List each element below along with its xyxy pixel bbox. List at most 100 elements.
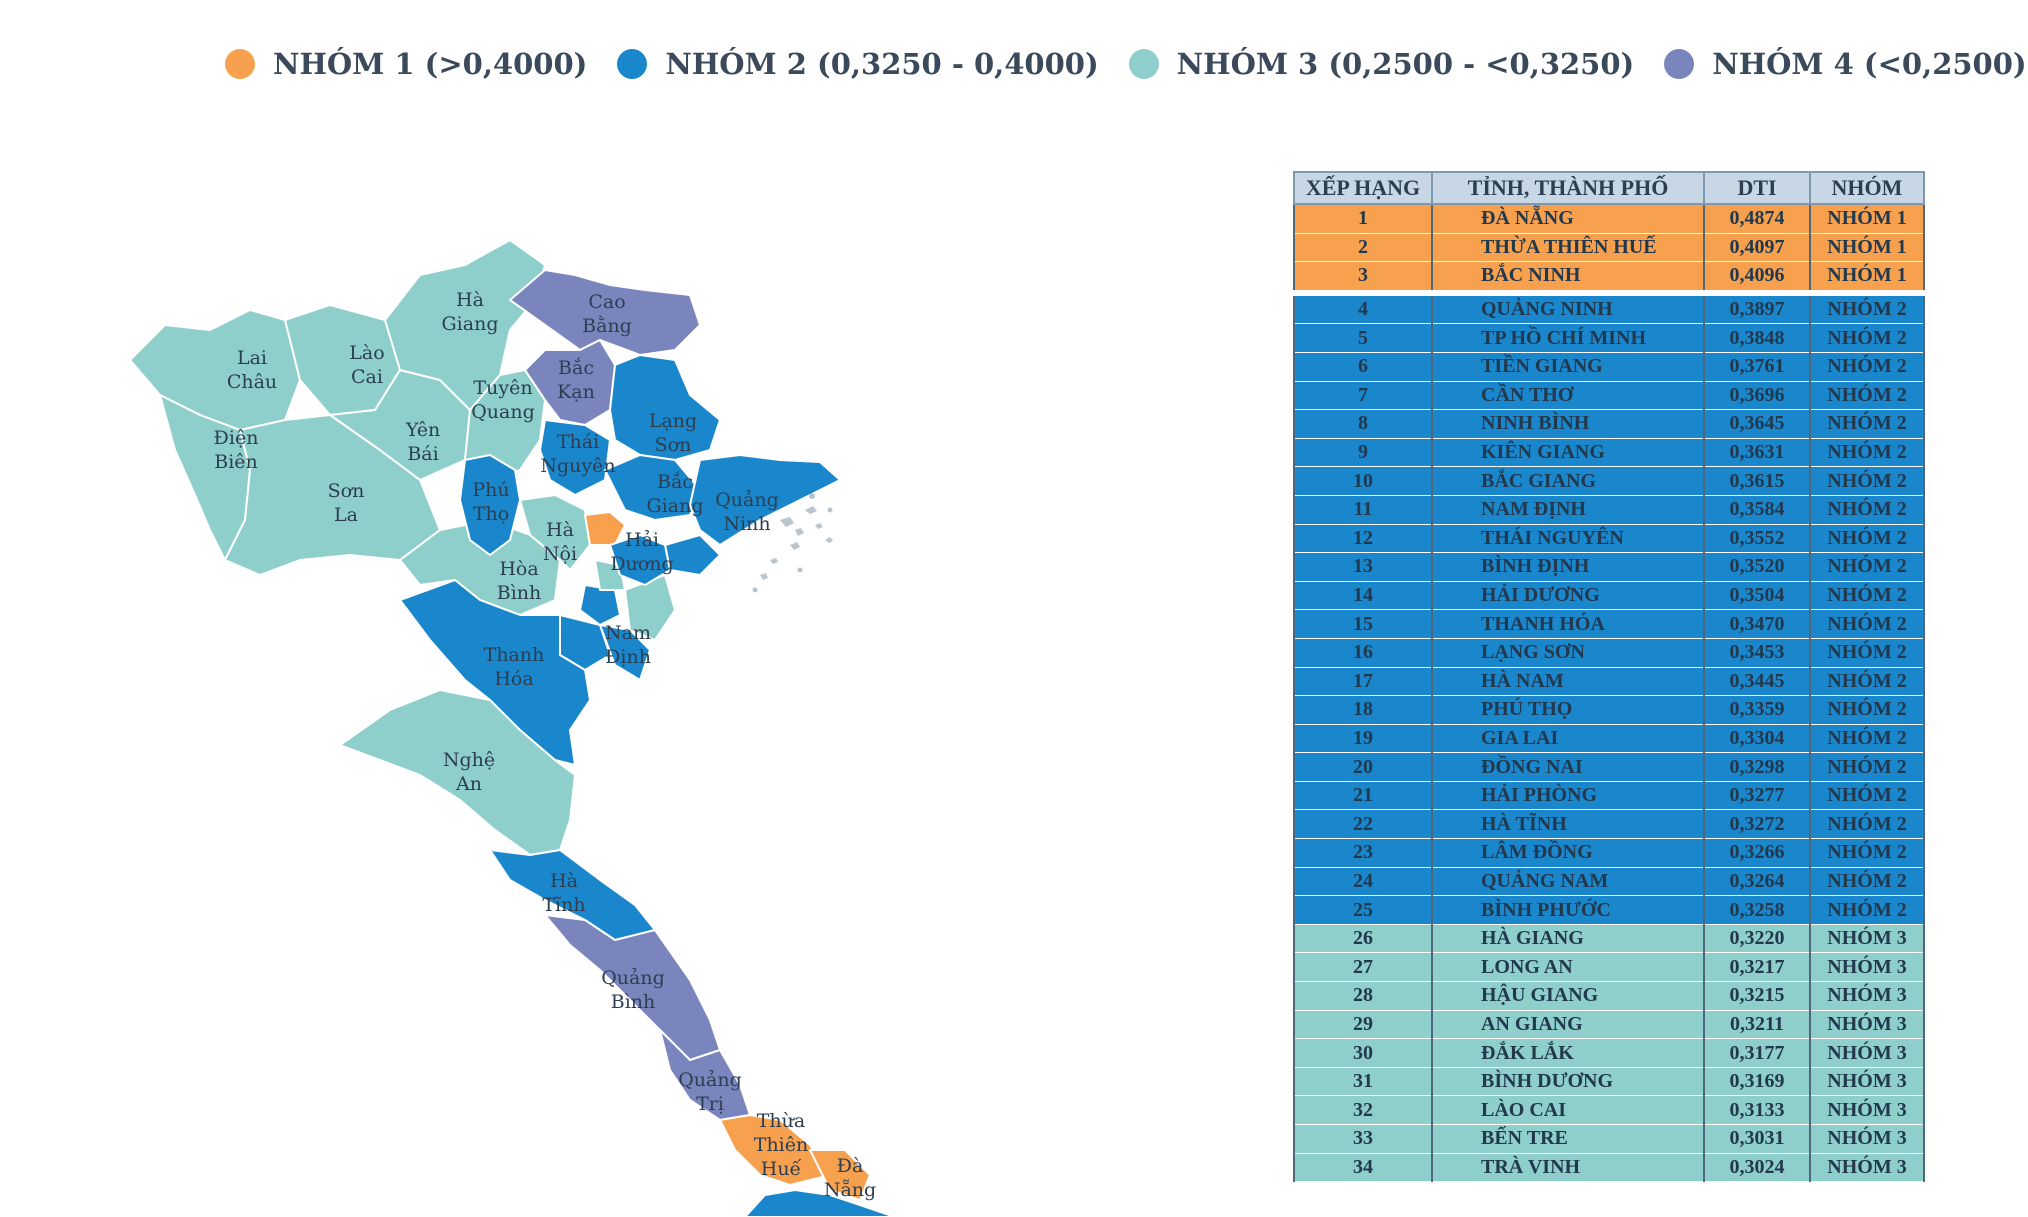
cell-province: BẾN TRE [1431,1124,1705,1154]
map-label-lai-chau: Lai Châu [226,347,278,393]
cell-province: TP HỒ CHÍ MINH [1431,323,1705,353]
cell-group: NHÓM 2 [1809,667,1925,697]
cell-dti: 0,3024 [1703,1153,1811,1183]
cell-group: NHÓM 1 [1809,204,1925,234]
table-row: 24 QUẢNG NAM 0,3264 NHÓM 2 [1293,867,1925,897]
cell-province: HÀ NAM [1431,667,1705,697]
cell-group: NHÓM 2 [1809,867,1925,897]
cell-province: AN GIANG [1431,1010,1705,1040]
dti-ranking-table: XẾP HẠNG TỈNH, THÀNH PHỐ DTI NHÓM 1 ĐÀ NẴ… [1293,171,1925,1183]
map-label-hoa-binh: Hòa Bình [496,558,542,604]
cell-group: NHÓM 2 [1809,695,1925,725]
cell-rank: 11 [1293,495,1433,525]
map-label-ha-giang: Hà Giang [441,289,499,335]
cell-province: LÀO CAI [1431,1095,1705,1125]
region-ha-noi [519,494,591,571]
cell-province: BÌNH PHƯỚC [1431,895,1705,925]
cell-group: NHÓM 3 [1809,1038,1925,1068]
table-row: 20 ĐỒNG NAI 0,3298 NHÓM 2 [1293,752,1925,782]
legend-item: NHÓM 4 (<0,2500) [1664,47,2027,81]
cell-group: NHÓM 3 [1809,981,1925,1011]
cell-group: NHÓM 2 [1809,438,1925,468]
table-row: 7 CẦN THƠ 0,3696 NHÓM 2 [1293,381,1925,411]
cell-group: NHÓM 2 [1809,524,1925,554]
cell-province: BÌNH ĐỊNH [1431,552,1705,582]
cell-province: NAM ĐỊNH [1431,495,1705,525]
table-row: 33 BẾN TRE 0,3031 NHÓM 3 [1293,1124,1925,1154]
cell-dti: 0,3520 [1703,552,1811,582]
table-row: 32 LÀO CAI 0,3133 NHÓM 3 [1293,1095,1925,1125]
cell-group: NHÓM 2 [1809,724,1925,754]
cell-province: ĐỒNG NAI [1431,752,1705,782]
table-row: 3 BẮC NINH 0,4096 NHÓM 1 [1293,261,1925,294]
cell-province: NINH BÌNH [1431,409,1705,439]
cell-dti: 0,3177 [1703,1038,1811,1068]
cell-group: NHÓM 2 [1809,581,1925,611]
cell-group: NHÓM 2 [1809,409,1925,439]
legend: NHÓM 1 (>0,4000) NHÓM 2 (0,3250 - 0,4000)… [225,38,2028,90]
cell-dti: 0,3211 [1703,1010,1811,1040]
cell-province: QUẢNG NAM [1431,867,1705,897]
legend-label: NHÓM 2 (0,3250 - 0,4000) [665,47,1099,81]
table-row: 22 HÀ TĨNH 0,3272 NHÓM 2 [1293,809,1925,840]
cell-rank: 6 [1293,352,1433,382]
cell-dti: 0,3215 [1703,981,1811,1011]
map-label-quang-tri: Quảng Trị [678,1069,742,1115]
cell-group: NHÓM 3 [1809,924,1925,954]
cell-province: ĐÀ NẴNG [1431,204,1705,234]
legend-item: NHÓM 1 (>0,4000) [225,47,587,81]
cell-rank: 3 [1293,261,1433,294]
cell-rank: 4 [1293,289,1433,325]
cell-rank: 15 [1293,609,1433,639]
table-row: 15 THANH HÓA 0,3470 NHÓM 2 [1293,609,1925,639]
cell-group: NHÓM 3 [1809,952,1925,983]
cell-rank: 32 [1293,1095,1433,1125]
cell-group: NHÓM 2 [1809,895,1925,925]
cell-province: TRÀ VINH [1431,1153,1705,1183]
cell-rank: 2 [1293,233,1433,263]
map-label-phu-tho: Phú Thọ [472,479,510,525]
cell-group: NHÓM 2 [1809,495,1925,525]
cell-dti: 0,3584 [1703,495,1811,525]
table-row: 34 TRÀ VINH 0,3024 NHÓM 3 [1293,1153,1925,1183]
cell-province: THỪA THIÊN HUẾ [1431,233,1705,263]
cell-dti: 0,3696 [1703,381,1811,411]
legend-item: NHÓM 3 (0,2500 - <0,3250) [1128,47,1634,81]
map-label-da-nang: Đà Nẵng [823,1155,877,1201]
map-label-bac-giang: Bắc Giang [646,471,704,517]
cell-rank: 14 [1293,581,1433,611]
cell-group: NHÓM 2 [1809,352,1925,382]
cell-rank: 24 [1293,867,1433,897]
table-row: 9 KIÊN GIANG 0,3631 NHÓM 2 [1293,438,1925,468]
table-row: 18 PHÚ THỌ 0,3359 NHÓM 2 [1293,695,1925,725]
map-label-nghe-an: Nghệ An [442,749,496,795]
table-row: 11 NAM ĐỊNH 0,3584 NHÓM 2 [1293,495,1925,525]
islands [752,493,833,593]
cell-rank: 23 [1293,838,1433,868]
table-row: 28 HẬU GIANG 0,3215 NHÓM 3 [1293,981,1925,1011]
region-nam-dinh [599,624,651,681]
cell-dti: 0,3615 [1703,466,1811,496]
cell-province: LONG AN [1431,952,1705,983]
cell-group: NHÓM 3 [1809,1095,1925,1125]
cell-dti: 0,3761 [1703,352,1811,382]
cell-rank: 1 [1293,204,1433,234]
cell-dti: 0,3897 [1703,289,1811,325]
cell-dti: 0,4096 [1703,261,1811,294]
cell-dti: 0,3453 [1703,638,1811,668]
map-label-quang-ninh: Quảng Ninh [715,489,779,535]
cell-rank: 30 [1293,1038,1433,1068]
table-row: 2 THỪA THIÊN HUẾ 0,4097 NHÓM 1 [1293,233,1925,263]
cell-group: NHÓM 2 [1809,809,1925,840]
region-nghe-an [339,689,576,856]
cell-rank: 34 [1293,1153,1433,1183]
cell-group: NHÓM 2 [1809,552,1925,582]
cell-dti: 0,3645 [1703,409,1811,439]
map-label-nam-dinh: Nam Định [605,622,651,668]
table-row: 29 AN GIANG 0,3211 NHÓM 3 [1293,1010,1925,1040]
region-thai-nguyen [539,419,611,496]
cell-dti: 0,3552 [1703,524,1811,554]
legend-item: NHÓM 2 (0,3250 - 0,4000) [617,47,1099,81]
legend-label: NHÓM 4 (<0,2500) [1712,47,2027,81]
table-row: 19 GIA LAI 0,3304 NHÓM 2 [1293,724,1925,754]
